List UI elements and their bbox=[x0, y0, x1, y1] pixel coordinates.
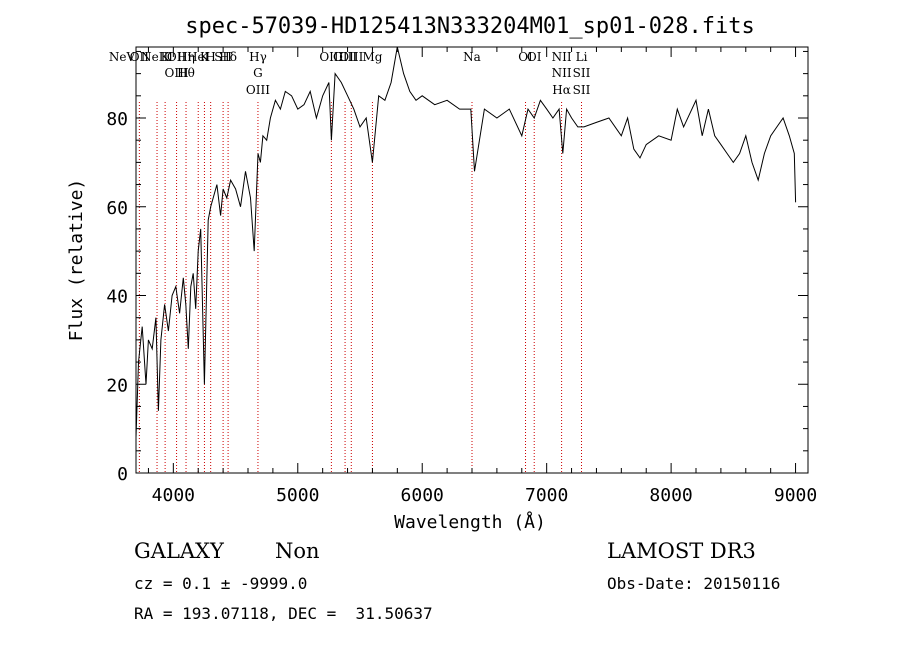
emission-line-label: Hδ bbox=[219, 50, 237, 64]
emission-line-label: OIII bbox=[246, 83, 270, 97]
y-tick-label: 40 bbox=[106, 287, 128, 308]
emission-line-label: NeIII bbox=[141, 50, 173, 64]
object-class: GALAXY bbox=[134, 539, 225, 563]
emission-line-label: H bbox=[205, 50, 215, 64]
emission-line-label: OIII bbox=[339, 50, 363, 64]
y-axis-ticks: 0 20 40 60 80 bbox=[106, 50, 808, 485]
spectrum-series-line bbox=[135, 46, 797, 438]
emission-line-label: OII bbox=[130, 50, 150, 64]
object-subclass: Non bbox=[275, 539, 320, 563]
emission-line-label: OII bbox=[167, 50, 187, 64]
emission-line-label: Na bbox=[463, 50, 481, 64]
observation-date: Obs-Date: 20150116 bbox=[607, 574, 780, 593]
emission-line-label: OIII bbox=[165, 66, 189, 80]
emission-line-label: G bbox=[253, 66, 263, 80]
x-tick-label: 9000 bbox=[774, 485, 817, 506]
emission-line-label: OI bbox=[527, 50, 542, 64]
emission-line-label: SII bbox=[214, 50, 232, 64]
emission-line-label: Li bbox=[576, 50, 588, 64]
y-tick-label: 0 bbox=[117, 464, 128, 485]
x-tick-label: 5000 bbox=[276, 485, 319, 506]
x-tick-label: 4000 bbox=[152, 485, 195, 506]
emission-line-label: Hθ bbox=[177, 66, 195, 80]
emission-line-label: Hα bbox=[552, 83, 571, 97]
y-axis-label: Flux (relative) bbox=[66, 179, 87, 342]
redshift-line: cz = 0.1 ± -9999.0 bbox=[134, 574, 307, 593]
emission-line-label: SII bbox=[573, 83, 591, 97]
emission-line-label: Mg bbox=[362, 50, 382, 64]
x-tick-label: 7000 bbox=[525, 485, 568, 506]
emission-line-label: Hη bbox=[177, 50, 195, 64]
y-tick-label: 60 bbox=[106, 198, 128, 219]
emission-line-label: OIII bbox=[333, 50, 357, 64]
emission-line-label: K bbox=[200, 50, 210, 64]
emission-line-label: OI bbox=[518, 50, 533, 64]
emission-line-label: Hγ bbox=[249, 50, 267, 64]
emission-line-label: SII bbox=[573, 66, 591, 80]
emission-line-label: NII bbox=[552, 50, 572, 64]
emission-line-label: NeV bbox=[109, 50, 136, 64]
emission-line-label: OIII bbox=[319, 50, 343, 64]
emission-line-markers bbox=[138, 102, 583, 473]
emission-line-label: NII bbox=[552, 66, 572, 80]
emission-line-label: K bbox=[161, 50, 171, 64]
plot-frame bbox=[135, 46, 809, 474]
y-tick-label: 20 bbox=[106, 375, 128, 396]
emission-line-label: HeI bbox=[187, 50, 210, 64]
y-tick-label: 80 bbox=[106, 109, 128, 130]
x-axis-ticks: 4000 5000 6000 7000 8000 9000 bbox=[147, 47, 817, 506]
x-tick-label: 8000 bbox=[649, 485, 692, 506]
survey-name: LAMOST DR3 bbox=[607, 539, 756, 563]
coordinates: RA = 193.07118, DEC = 31.50637 bbox=[134, 604, 433, 623]
x-axis-label: Wavelength (Å) bbox=[394, 511, 546, 533]
chart-title: spec-57039-HD125413N333204M01_sp01-028.f… bbox=[185, 14, 755, 39]
x-tick-label: 6000 bbox=[401, 485, 444, 506]
